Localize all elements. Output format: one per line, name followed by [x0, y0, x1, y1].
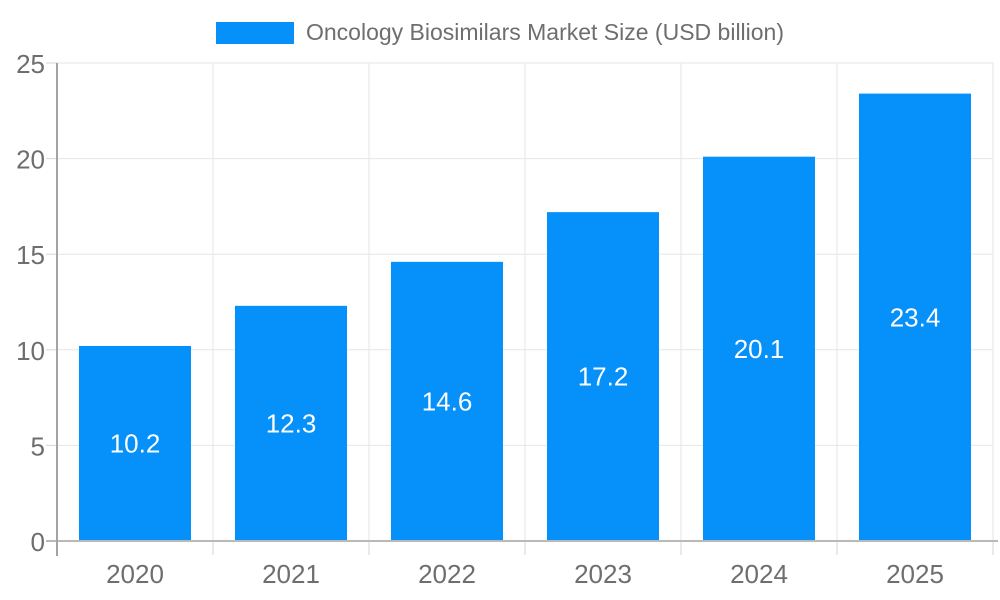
bar-value-label-2023: 17.2	[578, 362, 629, 392]
legend-label: Oncology Biosimilars Market Size (USD bi…	[305, 19, 785, 45]
bar-2025[interactable]	[859, 93, 971, 541]
y-axis-label-15: 15	[16, 240, 45, 270]
x-axis-label-2020: 2020	[106, 559, 164, 589]
y-axis-label-10: 10	[16, 336, 45, 366]
legend-swatch	[215, 21, 294, 44]
bar-value-label-2024: 20.1	[734, 334, 785, 364]
x-axis-label-2023: 2023	[574, 559, 632, 589]
x-axis-label-2022: 2022	[418, 559, 476, 589]
bar-2023[interactable]	[547, 212, 659, 542]
y-axis-label-25: 25	[16, 49, 45, 79]
bar-value-label-2020: 10.2	[110, 428, 161, 458]
bar-2021[interactable]	[235, 305, 347, 541]
bar-2020[interactable]	[79, 345, 191, 541]
bar-2024[interactable]	[703, 156, 815, 542]
x-axis-label-2024: 2024	[730, 559, 788, 589]
y-axis-label-20: 20	[16, 145, 45, 175]
x-axis-label-2025: 2025	[886, 559, 944, 589]
bar-value-label-2025: 23.4	[890, 302, 941, 332]
bar-value-label-2022: 14.6	[422, 386, 473, 416]
legend-item[interactable]: Oncology Biosimilars Market Size (USD bi…	[0, 19, 1000, 46]
y-axis-label-5: 5	[31, 431, 45, 461]
bar-2022[interactable]	[391, 261, 503, 541]
bar-value-label-2021: 12.3	[266, 408, 317, 438]
x-axis-label-2021: 2021	[262, 559, 320, 589]
y-axis-label-0: 0	[31, 527, 45, 557]
